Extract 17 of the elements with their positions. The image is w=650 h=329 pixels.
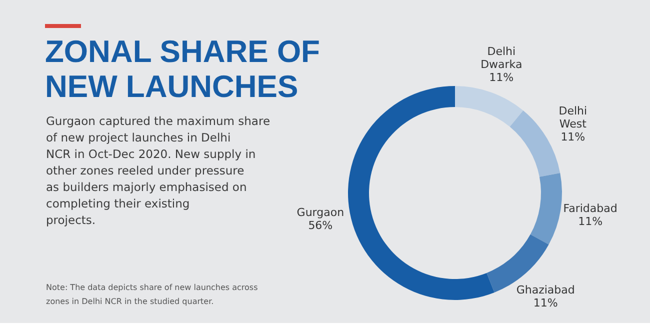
data-label: 56% — [308, 219, 333, 232]
donut-slice — [510, 110, 560, 177]
slice-label: Delhi West — [558, 104, 588, 130]
text: Gurgaon captured the maximum share of new project launches in Delhi NCR in Oct-Dec 2020. New supply in other zones reeled under pressure as builders majorly emphasised on completing their existing projects. — [46, 114, 270, 227]
donut-slice — [455, 86, 524, 127]
slice-label: Gurgaon — [296, 206, 344, 220]
data-label: 11% — [578, 214, 603, 228]
donut-slice — [530, 172, 562, 245]
donut-slice — [348, 86, 494, 300]
data-label: 11% — [489, 71, 514, 84]
data-label: 11% — [560, 130, 586, 144]
slice-label: Ghaziabad — [516, 283, 575, 296]
chart-title: ZONAL SHARE OF NEW LAUNCHES — [45, 34, 320, 104]
data-label: 11% — [533, 296, 558, 310]
slice-label: Faridabad — [563, 202, 618, 215]
slice-label: Delhi Dwarka — [480, 45, 522, 72]
text: Note: The data depicts share of new launches across zones in Delhi NCR in the studied quarter. — [46, 283, 258, 306]
